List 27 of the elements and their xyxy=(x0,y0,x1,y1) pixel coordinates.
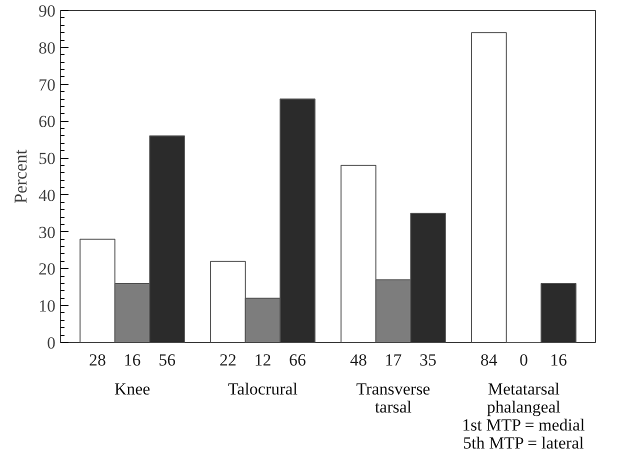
data-label: 17 xyxy=(384,350,402,370)
x-tick-label: Knee xyxy=(114,380,150,398)
x-tick-label: Metatarsal phalangeal 1st MTP = medial 5th MTP = lateral xyxy=(462,380,586,453)
x-tick-label: Transverse tarsal xyxy=(356,380,430,417)
data-label: 84 xyxy=(480,350,498,370)
y-tick-label: 20 xyxy=(38,260,56,279)
data-label: 22 xyxy=(219,350,236,370)
y-tick-label: 50 xyxy=(38,149,56,168)
data-label: 16 xyxy=(124,350,141,370)
y-tick-label: 30 xyxy=(38,222,56,242)
data-label: 16 xyxy=(550,350,568,370)
data-label: 35 xyxy=(420,350,437,370)
data-label: 0 xyxy=(519,350,528,370)
y-tick-label: 0 xyxy=(47,334,56,352)
y-axis-title: Percent xyxy=(10,150,30,204)
data-label: 56 xyxy=(158,350,176,370)
y-tick-label: 80 xyxy=(38,38,56,58)
y-tick-label: 70 xyxy=(38,75,56,94)
data-label: 66 xyxy=(289,350,306,370)
x-tick-label: Talocrural xyxy=(228,380,298,398)
data-label: 12 xyxy=(254,350,272,370)
y-tick-label: 90 xyxy=(38,2,56,20)
data-label: 48 xyxy=(350,350,367,370)
data-label: 28 xyxy=(88,350,106,370)
y-tick-label: 40 xyxy=(38,186,56,205)
y-tick-label: 10 xyxy=(38,296,56,316)
y-tick-label: 60 xyxy=(38,112,56,132)
